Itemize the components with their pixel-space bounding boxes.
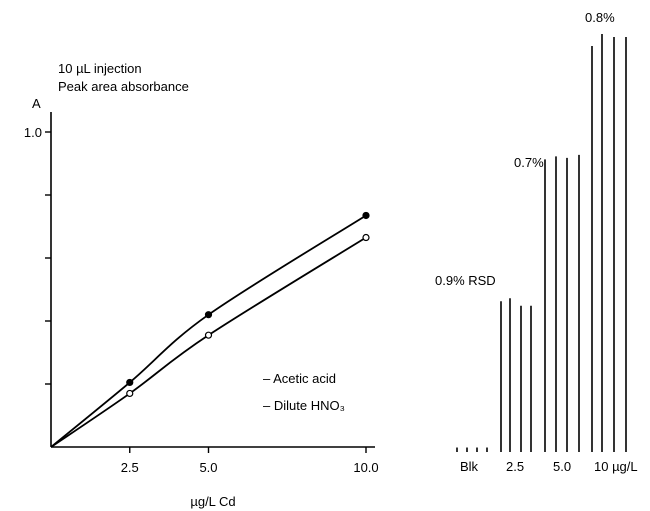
data-point: [204, 311, 213, 319]
legend-item-2: – Dilute HNO₃: [263, 398, 345, 413]
chart-title-line-2: Peak area absorbance: [58, 79, 189, 94]
series-group: [50, 211, 370, 448]
bar-category-label: 5.0: [553, 459, 571, 474]
x-axis-label: µg/L Cd: [190, 494, 235, 509]
bar-category-label: Blk: [460, 459, 479, 474]
rsd-annotation: 0.9% RSD: [435, 273, 496, 288]
data-point: [204, 331, 213, 339]
x-tick-label: 10.0: [353, 460, 378, 475]
peak-bars-chart: 0.9% RSD 0.7% 0.8% Blk 2.5 5.0 10 µg/L: [435, 10, 638, 474]
legend-item-1: – Acetic acid: [263, 371, 336, 386]
chart-title-line-1: 10 µL injection: [58, 61, 142, 76]
calibration-chart: 10 µL injection Peak area absorbance A 1…: [24, 61, 379, 509]
bars-group: [456, 34, 627, 452]
bar-annotations: 0.9% RSD 0.7% 0.8%: [435, 10, 615, 288]
data-point: [126, 378, 134, 387]
y-tick-label: 1.0: [24, 125, 42, 140]
bar-category-label: 10 µg/L: [594, 459, 638, 474]
series-line-2: [50, 236, 367, 448]
legend: – Acetic acid – Dilute HNO₃: [263, 371, 345, 413]
data-point: [362, 211, 370, 220]
x-tick-label: 2.5: [121, 460, 139, 475]
x-ticks: 2.5 5.0 10.0: [121, 447, 379, 475]
x-tick-label: 5.0: [199, 460, 217, 475]
y-axis-label: A: [32, 96, 41, 111]
y-ticks: 1.0: [24, 125, 51, 385]
series-line-1: [50, 214, 367, 448]
bar-category-label: 2.5: [506, 459, 524, 474]
rsd-annotation: 0.8%: [585, 10, 615, 25]
bar-category-labels: Blk 2.5 5.0 10 µg/L: [460, 459, 638, 474]
data-point: [362, 233, 370, 242]
data-point: [126, 389, 134, 398]
rsd-annotation: 0.7%: [514, 155, 544, 170]
